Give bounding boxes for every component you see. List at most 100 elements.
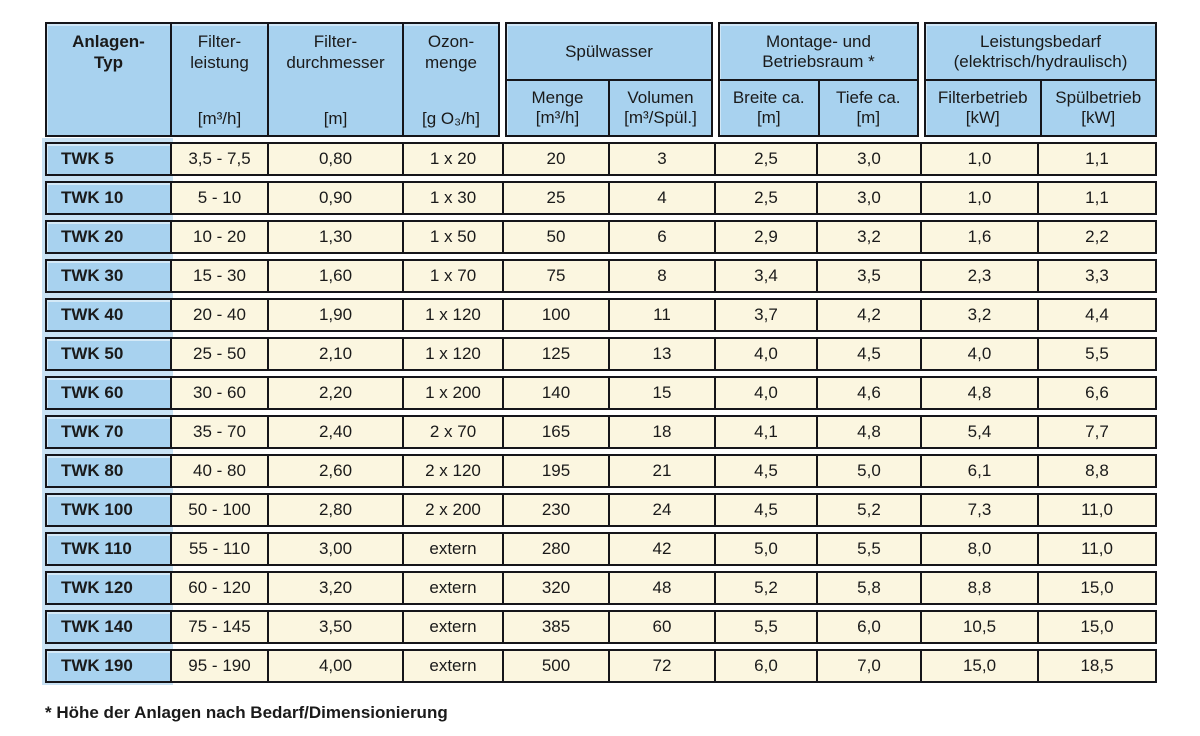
data-cell-ozonmenge: 1 x 70 [402, 261, 502, 291]
header-title: Spülbetrieb [1055, 88, 1142, 107]
header-unit: [g O₃/h] [422, 109, 480, 128]
table-row: TWK 80 40 - 80 2,60 2 x 120 195 21 4,5 5… [45, 454, 1157, 488]
data-cell-breite: 3,7 [714, 300, 816, 330]
header-cell-spuelbetrieb: Spülbetrieb [kW] [1039, 81, 1156, 135]
data-cell-filterdurchmesser: 1,60 [267, 261, 402, 291]
data-cell-filterleistung: 95 - 190 [170, 651, 267, 681]
data-cell-ozonmenge: 1 x 120 [402, 300, 502, 330]
data-cell-ozonmenge: 1 x 50 [402, 222, 502, 252]
row-label-cell: TWK 140 [47, 612, 170, 642]
data-cell-menge: 50 [502, 222, 608, 252]
header-unit: [m] [323, 109, 348, 128]
header-title: Breite ca. [732, 88, 805, 107]
data-cell-volumen: 18 [608, 417, 714, 447]
data-cell-menge: 100 [502, 300, 608, 330]
data-cell-ozonmenge: 2 x 70 [402, 417, 502, 447]
data-cell-menge: 20 [502, 144, 608, 174]
data-cell-tiefe: 4,8 [816, 417, 920, 447]
data-cell-volumen: 48 [608, 573, 714, 603]
header-title: Menge [531, 88, 584, 107]
data-cell-menge: 230 [502, 495, 608, 525]
data-cell-ozonmenge: 2 x 120 [402, 456, 502, 486]
header-title: Tiefe ca. [835, 88, 901, 107]
table-row: TWK 100 50 - 100 2,80 2 x 200 230 24 4,5… [45, 493, 1157, 527]
group-subrow: Menge [m³/h] Volumen [m³/Spül.] [507, 81, 711, 135]
data-cell-tiefe: 6,0 [816, 612, 920, 642]
group-label: Leistungsbedarf (elektrisch/hydraulisch) [926, 24, 1155, 81]
data-cell-spuelbetrieb: 4,4 [1037, 300, 1155, 330]
data-cell-breite: 5,0 [714, 534, 816, 564]
table-row: TWK 40 20 - 40 1,90 1 x 120 100 11 3,7 4… [45, 298, 1157, 332]
data-cell-tiefe: 4,2 [816, 300, 920, 330]
data-cell-breite: 5,5 [714, 612, 816, 642]
header-cell-filterdurchmesser: Filter- durchmesser [m] [267, 24, 402, 135]
data-cell-breite: 4,0 [714, 339, 816, 369]
header-unit: [kW] [1081, 108, 1116, 127]
data-cell-tiefe: 4,6 [816, 378, 920, 408]
data-cell-tiefe: 3,0 [816, 183, 920, 213]
row-label-cell: TWK 50 [47, 339, 170, 369]
data-cell-spuelbetrieb: 8,8 [1037, 456, 1155, 486]
data-cell-filterdurchmesser: 2,10 [267, 339, 402, 369]
data-cell-filterleistung: 75 - 145 [170, 612, 267, 642]
row-label-cell: TWK 190 [47, 651, 170, 681]
data-cell-filterdurchmesser: 0,90 [267, 183, 402, 213]
data-cell-menge: 385 [502, 612, 608, 642]
data-cell-tiefe: 3,5 [816, 261, 920, 291]
header-cell-ozonmenge: Ozon- menge [g O₃/h] [402, 24, 498, 135]
data-cell-filterleistung: 20 - 40 [170, 300, 267, 330]
row-label-cell: TWK 80 [47, 456, 170, 486]
data-cell-filterdurchmesser: 2,40 [267, 417, 402, 447]
data-cell-filterleistung: 30 - 60 [170, 378, 267, 408]
data-cell-menge: 25 [502, 183, 608, 213]
data-cell-filterleistung: 35 - 70 [170, 417, 267, 447]
data-cell-spuelbetrieb: 15,0 [1037, 573, 1155, 603]
header-unit: [m] [856, 108, 881, 127]
data-cell-menge: 500 [502, 651, 608, 681]
data-cell-breite: 3,4 [714, 261, 816, 291]
data-cell-volumen: 4 [608, 183, 714, 213]
header-title: Filter- durchmesser [286, 32, 385, 72]
data-cell-volumen: 8 [608, 261, 714, 291]
data-cell-filterdurchmesser: 2,20 [267, 378, 402, 408]
header-unit: [m³/h] [535, 108, 580, 127]
data-cell-breite: 4,5 [714, 456, 816, 486]
table-row: TWK 20 10 - 20 1,30 1 x 50 50 6 2,9 3,2 … [45, 220, 1157, 254]
data-cell-breite: 4,0 [714, 378, 816, 408]
header-title: Filterbetrieb [937, 88, 1028, 107]
data-cell-volumen: 72 [608, 651, 714, 681]
data-cell-volumen: 60 [608, 612, 714, 642]
data-cell-filterleistung: 3,5 - 7,5 [170, 144, 267, 174]
table-row: TWK 190 95 - 190 4,00 extern 500 72 6,0 … [45, 649, 1157, 683]
table-row: TWK 5 3,5 - 7,5 0,80 1 x 20 20 3 2,5 3,0… [45, 142, 1157, 176]
row-label-cell: TWK 100 [47, 495, 170, 525]
data-cell-spuelbetrieb: 15,0 [1037, 612, 1155, 642]
data-cell-filterbetrieb: 1,0 [920, 144, 1037, 174]
group-label: Montage- und Betriebsraum * [720, 24, 917, 81]
data-cell-filterleistung: 60 - 120 [170, 573, 267, 603]
table-row: TWK 50 25 - 50 2,10 1 x 120 125 13 4,0 4… [45, 337, 1157, 371]
header-unit: [m³/Spül.] [624, 108, 697, 127]
data-cell-menge: 140 [502, 378, 608, 408]
data-cell-filterbetrieb: 4,0 [920, 339, 1037, 369]
group-subrow: Filterbetrieb [kW] Spülbetrieb [kW] [926, 81, 1155, 135]
data-cell-tiefe: 3,0 [816, 144, 920, 174]
data-cell-spuelbetrieb: 11,0 [1037, 495, 1155, 525]
data-cell-filterleistung: 50 - 100 [170, 495, 267, 525]
header-unit: [m³/h] [197, 109, 242, 128]
header-group-montage-betriebsraum: Montage- und Betriebsraum * Breite ca. [… [718, 22, 919, 137]
header-title: Ozon- menge [425, 32, 477, 72]
data-cell-menge: 75 [502, 261, 608, 291]
data-cell-filterbetrieb: 4,8 [920, 378, 1037, 408]
data-cell-ozonmenge: extern [402, 573, 502, 603]
row-label-cell: TWK 5 [47, 144, 170, 174]
header-title: Volumen [627, 88, 694, 107]
data-cell-volumen: 24 [608, 495, 714, 525]
data-cell-filterbetrieb: 7,3 [920, 495, 1037, 525]
header-cell-filterleistung: Filter- leistung [m³/h] [170, 24, 267, 135]
data-cell-filterdurchmesser: 3,20 [267, 573, 402, 603]
data-cell-tiefe: 7,0 [816, 651, 920, 681]
row-label-cell: TWK 10 [47, 183, 170, 213]
data-cell-menge: 320 [502, 573, 608, 603]
